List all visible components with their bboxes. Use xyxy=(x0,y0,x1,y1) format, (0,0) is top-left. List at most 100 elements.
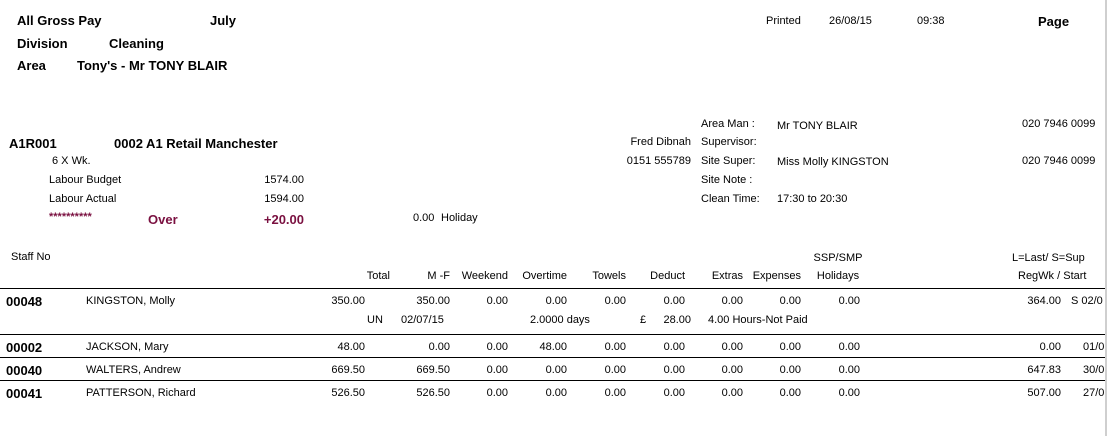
printed-time: 09:38 xyxy=(917,15,945,27)
row-holidays: 0.00 xyxy=(838,295,860,307)
labour-budget-value: 1574.00 xyxy=(264,174,304,186)
report-title: All Gross Pay xyxy=(17,13,102,28)
row-expenses: 0.00 xyxy=(779,364,801,376)
row-weekend: 0.00 xyxy=(486,341,508,353)
row-extras: 0.00 xyxy=(721,295,743,307)
site-frequency: 6 X Wk. xyxy=(52,155,91,167)
col-mf: M -F xyxy=(427,270,450,282)
page-edge xyxy=(1105,0,1107,436)
page-label: Page xyxy=(1038,14,1070,29)
division-value: Cleaning xyxy=(109,36,164,51)
holiday-value: 0.00 xyxy=(413,212,435,224)
row-regwk: 0.00 xyxy=(1039,341,1061,353)
row-name: PATTERSON, Richard xyxy=(86,387,196,399)
row-overtime: 0.00 xyxy=(545,387,567,399)
site-super-value: Miss Molly KINGSTON xyxy=(777,156,889,168)
row-weekend: 0.00 xyxy=(486,295,508,307)
row-total: 350.00 xyxy=(331,295,365,307)
area-man-phone: 020 7946 0099 xyxy=(1022,118,1096,130)
subline-amount: 28.00 xyxy=(663,314,691,326)
row-staff-no: 00002 xyxy=(6,340,43,355)
subline-note: 4.00 Hours-Not Paid xyxy=(708,314,808,326)
row-start: 30/0 xyxy=(1083,364,1105,376)
area-value: Tony's - Mr TONY BLAIR xyxy=(77,58,228,73)
printed-label: Printed xyxy=(766,15,801,27)
row-deduct: 0.00 xyxy=(663,387,685,399)
row-towels: 0.00 xyxy=(604,295,626,307)
row-weekend: 0.00 xyxy=(486,364,508,376)
area-man-label: Area Man : xyxy=(701,118,755,130)
report-month: July xyxy=(210,13,237,28)
row-expenses: 0.00 xyxy=(779,341,801,353)
area-man-value: Mr TONY BLAIR xyxy=(777,120,858,132)
row-regwk: 647.83 xyxy=(1027,364,1061,376)
row-total: 526.50 xyxy=(331,387,365,399)
row-staff-no: 00048 xyxy=(6,294,43,309)
col-staff-no: Staff No xyxy=(11,251,51,263)
supervisor-label: Supervisor: xyxy=(701,136,757,148)
header-separator xyxy=(0,288,1107,289)
row-total: 48.00 xyxy=(337,341,365,353)
row-total: 669.50 xyxy=(331,364,365,376)
row-name: JACKSON, Mary xyxy=(86,341,169,353)
row-overtime: 0.00 xyxy=(545,295,567,307)
row-separator xyxy=(0,357,1107,358)
row-expenses: 0.00 xyxy=(779,387,801,399)
row-extras: 0.00 xyxy=(721,341,743,353)
subline-pound: £ xyxy=(640,314,647,326)
area-label: Area xyxy=(17,58,46,73)
row-expenses: 0.00 xyxy=(779,295,801,307)
row-staff-no: 00041 xyxy=(6,386,43,401)
col-holidays: Holidays xyxy=(816,270,860,282)
row-separator xyxy=(0,380,1107,381)
row-weekend: 0.00 xyxy=(486,387,508,399)
row-separator xyxy=(0,334,1107,335)
contact-name: Fred Dibnah xyxy=(630,136,691,148)
subline-days: 2.0000 days xyxy=(530,314,590,326)
over-stars: ********** xyxy=(49,211,92,223)
row-extras: 0.00 xyxy=(721,364,743,376)
clean-time-label: Clean Time: xyxy=(701,193,760,205)
holiday-label: Holiday xyxy=(441,212,478,224)
row-holidays: 0.00 xyxy=(838,341,860,353)
printed-date: 26/08/15 xyxy=(829,15,872,27)
over-label: Over xyxy=(148,212,178,227)
col-expenses: Expenses xyxy=(752,270,801,282)
row-deduct: 0.00 xyxy=(663,295,685,307)
col-ssp-smp: SSP/SMP xyxy=(813,252,863,264)
row-name: WALTERS, Andrew xyxy=(86,364,181,376)
row-regwk: 507.00 xyxy=(1027,387,1061,399)
row-deduct: 0.00 xyxy=(663,341,685,353)
col-towels: Towels xyxy=(592,270,626,282)
labour-actual-value: 1594.00 xyxy=(264,193,304,205)
row-mf: 669.50 xyxy=(416,364,450,376)
row-extras: 0.00 xyxy=(721,387,743,399)
clean-time-value: 17:30 to 20:30 xyxy=(777,193,848,205)
row-towels: 0.00 xyxy=(604,341,626,353)
row-mf: 0.00 xyxy=(428,341,450,353)
over-value: +20.00 xyxy=(263,212,304,227)
row-staff-no: 00040 xyxy=(6,363,43,378)
labour-budget-label: Labour Budget xyxy=(49,174,122,186)
row-towels: 0.00 xyxy=(604,364,626,376)
row-mf: 350.00 xyxy=(416,295,450,307)
row-deduct: 0.00 xyxy=(663,364,685,376)
col-weekend: Weekend xyxy=(461,270,508,282)
division-label: Division xyxy=(17,36,68,51)
row-start: 01/0 xyxy=(1083,341,1105,353)
col-overtime: Overtime xyxy=(522,270,567,282)
labour-actual-label: Labour Actual xyxy=(49,193,117,205)
subline-date: 02/07/15 xyxy=(401,314,444,326)
site-super-phone: 020 7946 0099 xyxy=(1022,155,1096,167)
row-start: S 02/0 xyxy=(1071,295,1103,307)
row-overtime: 0.00 xyxy=(545,364,567,376)
col-regwk-start: RegWk / Start xyxy=(1018,270,1087,282)
row-mf: 526.50 xyxy=(416,387,450,399)
row-start: 27/0 xyxy=(1083,387,1105,399)
row-towels: 0.00 xyxy=(604,387,626,399)
contact-phone: 0151 555789 xyxy=(626,155,691,167)
subline-un: UN xyxy=(367,314,383,326)
row-regwk: 364.00 xyxy=(1027,295,1061,307)
row-holidays: 0.00 xyxy=(838,364,860,376)
site-name: 0002 A1 Retail Manchester xyxy=(114,136,278,151)
